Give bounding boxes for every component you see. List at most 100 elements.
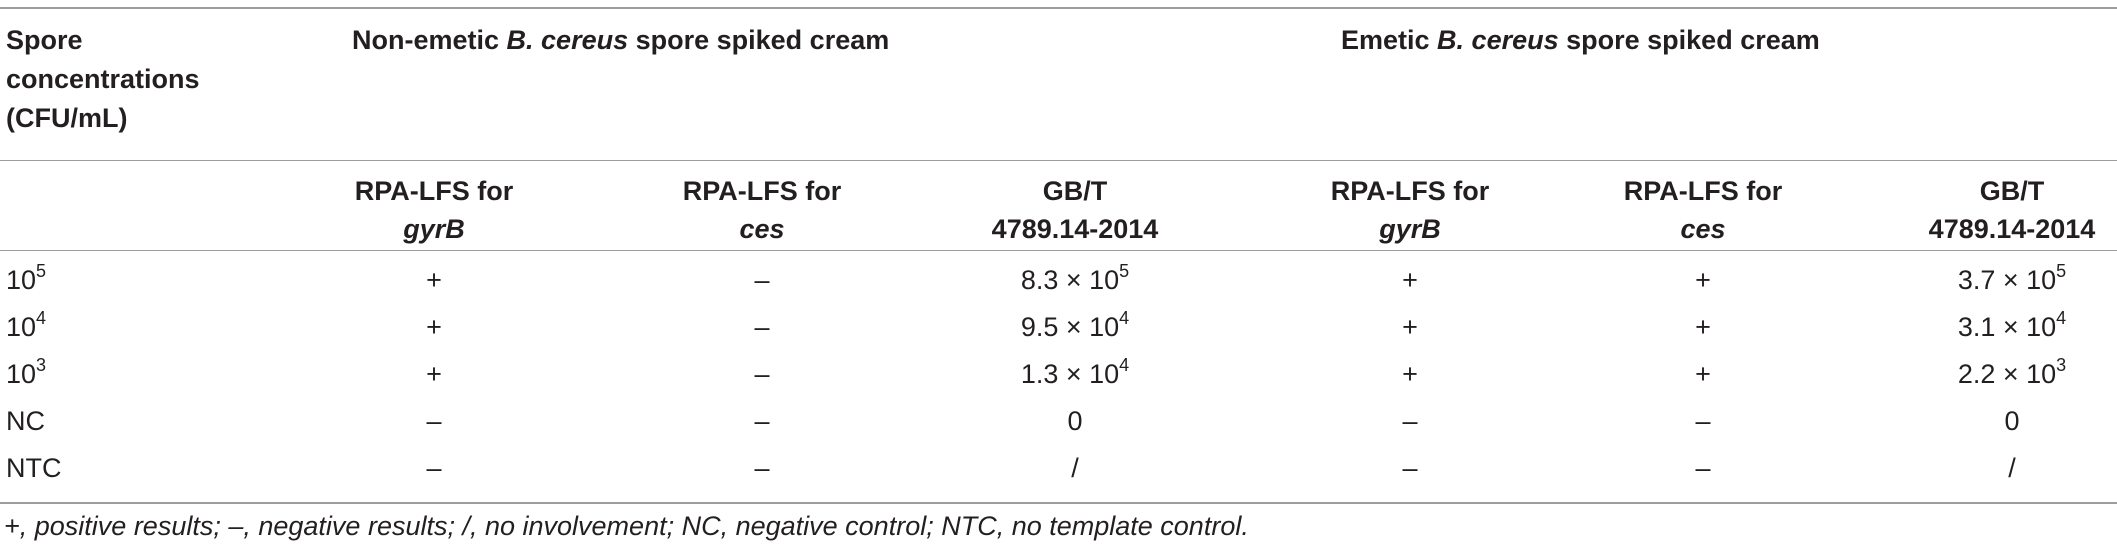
row-label-exponent: 3 bbox=[36, 355, 47, 375]
column-header: GB/T 4789.14-2014 bbox=[1862, 172, 2117, 248]
table-cell: 8.3 × 105 bbox=[925, 261, 1225, 297]
row-label-line: (CFU/mL) bbox=[6, 103, 128, 133]
table-cell: – bbox=[612, 405, 912, 438]
table-bottom-rule bbox=[0, 502, 2117, 504]
cell-value: – bbox=[754, 265, 770, 295]
table-cell: + bbox=[1260, 264, 1560, 297]
table-cell: 1.3 × 104 bbox=[925, 355, 1225, 391]
group-header-species: B. cereus bbox=[1437, 25, 1559, 55]
column-header: RPA-LFS for ces bbox=[1553, 172, 1853, 248]
column-header-line: 4789.14-2014 bbox=[1928, 214, 2096, 244]
row-label: 104 bbox=[6, 308, 47, 344]
table-cell: 9.5 × 104 bbox=[925, 308, 1225, 344]
cell-value: 3.7 × 10 bbox=[1957, 265, 2057, 295]
table-cell: – bbox=[1553, 452, 1853, 485]
group-header-text: Emetic bbox=[1341, 25, 1438, 55]
table-cell: + bbox=[1553, 311, 1853, 344]
column-header: RPA-LFS for ces bbox=[612, 172, 912, 248]
cell-exponent: 3 bbox=[2056, 355, 2067, 375]
row-label-base: 10 bbox=[6, 265, 37, 295]
cell-value: 0 bbox=[2004, 406, 2020, 436]
column-header-line: gyrB bbox=[403, 214, 465, 244]
cell-value: + bbox=[426, 312, 442, 342]
column-header-line: RPA-LFS for bbox=[1623, 176, 1783, 206]
cell-exponent: 4 bbox=[1119, 355, 1130, 375]
cell-value: – bbox=[426, 406, 442, 436]
row-label: 103 bbox=[6, 355, 47, 391]
header-divider-rule bbox=[0, 160, 2117, 161]
cell-value: – bbox=[1402, 453, 1418, 483]
cell-value: – bbox=[754, 312, 770, 342]
column-header: GB/T 4789.14-2014 bbox=[925, 172, 1225, 248]
cell-value: – bbox=[754, 359, 770, 389]
cell-value: 9.5 × 10 bbox=[1020, 312, 1120, 342]
table-cell: – bbox=[612, 311, 912, 344]
cell-exponent: 4 bbox=[2056, 308, 2067, 328]
cell-value: / bbox=[1071, 453, 1079, 483]
column-header-line: ces bbox=[1680, 214, 1726, 244]
cell-exponent: 5 bbox=[2056, 261, 2067, 281]
table-cell: 0 bbox=[925, 405, 1225, 438]
cell-exponent: 4 bbox=[1119, 308, 1130, 328]
row-label-line: Spore bbox=[6, 25, 83, 55]
cell-value: 8.3 × 10 bbox=[1020, 265, 1120, 295]
table-cell: – bbox=[1260, 405, 1560, 438]
table-cell: – bbox=[612, 264, 912, 297]
table-cell: – bbox=[1260, 452, 1560, 485]
group-header-emetic: Emetic B. cereus spore spiked cream bbox=[1341, 24, 1820, 57]
row-label-header: Spore concentrations (CFU/mL) bbox=[6, 24, 200, 135]
row-label-base: 10 bbox=[6, 312, 37, 342]
column-header-line: 4789.14-2014 bbox=[991, 214, 1159, 244]
table-cell: – bbox=[612, 452, 912, 485]
table-cell: + bbox=[284, 264, 584, 297]
column-header-line: RPA-LFS for bbox=[354, 176, 514, 206]
column-header: RPA-LFS for gyrB bbox=[284, 172, 584, 248]
table-cell: – bbox=[1553, 405, 1853, 438]
column-header-line: GB/T bbox=[1979, 176, 2045, 206]
table-cell: + bbox=[284, 311, 584, 344]
table-cell: + bbox=[1260, 311, 1560, 344]
cell-value: + bbox=[1402, 359, 1418, 389]
table-footnote: +, positive results; –, negative results… bbox=[4, 511, 1249, 541]
column-header-line: RPA-LFS for bbox=[682, 176, 842, 206]
group-header-nonemetic: Non-emetic B. cereus spore spiked cream bbox=[352, 24, 889, 57]
column-header-line: gyrB bbox=[1379, 214, 1441, 244]
cell-value: + bbox=[1695, 359, 1711, 389]
table-cell: + bbox=[1553, 264, 1853, 297]
cell-value: – bbox=[1695, 453, 1711, 483]
table-cell: 2.2 × 103 bbox=[1862, 355, 2117, 391]
row-label-base: NTC bbox=[6, 453, 62, 483]
row-label-exponent: 5 bbox=[36, 261, 47, 281]
table-cell: – bbox=[612, 358, 912, 391]
row-label-base: NC bbox=[6, 406, 45, 436]
column-header-line: RPA-LFS for bbox=[1330, 176, 1490, 206]
table-cell: – bbox=[284, 405, 584, 438]
cell-value: + bbox=[426, 359, 442, 389]
row-label: NTC bbox=[6, 452, 62, 485]
cell-value: + bbox=[1402, 265, 1418, 295]
table-cell: + bbox=[284, 358, 584, 391]
row-label: 105 bbox=[6, 261, 47, 297]
cell-value: 0 bbox=[1067, 406, 1083, 436]
table-cell: / bbox=[925, 452, 1225, 485]
cell-value: + bbox=[1695, 265, 1711, 295]
group-header-text: spore spiked cream bbox=[1558, 25, 1820, 55]
cell-value: 3.1 × 10 bbox=[1957, 312, 2057, 342]
table-cell: / bbox=[1862, 452, 2117, 485]
table-top-rule bbox=[0, 7, 2117, 9]
cell-value: – bbox=[426, 453, 442, 483]
cell-value: 1.3 × 10 bbox=[1020, 359, 1120, 389]
cell-value: / bbox=[2008, 453, 2016, 483]
row-label-exponent: 4 bbox=[36, 308, 47, 328]
table-cell: + bbox=[1260, 358, 1560, 391]
cell-exponent: 5 bbox=[1119, 261, 1130, 281]
column-header-line: ces bbox=[739, 214, 785, 244]
cell-value: + bbox=[426, 265, 442, 295]
table-cell: 0 bbox=[1862, 405, 2117, 438]
table-cell: 3.7 × 105 bbox=[1862, 261, 2117, 297]
row-label-base: 10 bbox=[6, 359, 37, 389]
table-cell: 3.1 × 104 bbox=[1862, 308, 2117, 344]
group-header-text: spore spiked cream bbox=[628, 25, 890, 55]
cell-value: + bbox=[1402, 312, 1418, 342]
